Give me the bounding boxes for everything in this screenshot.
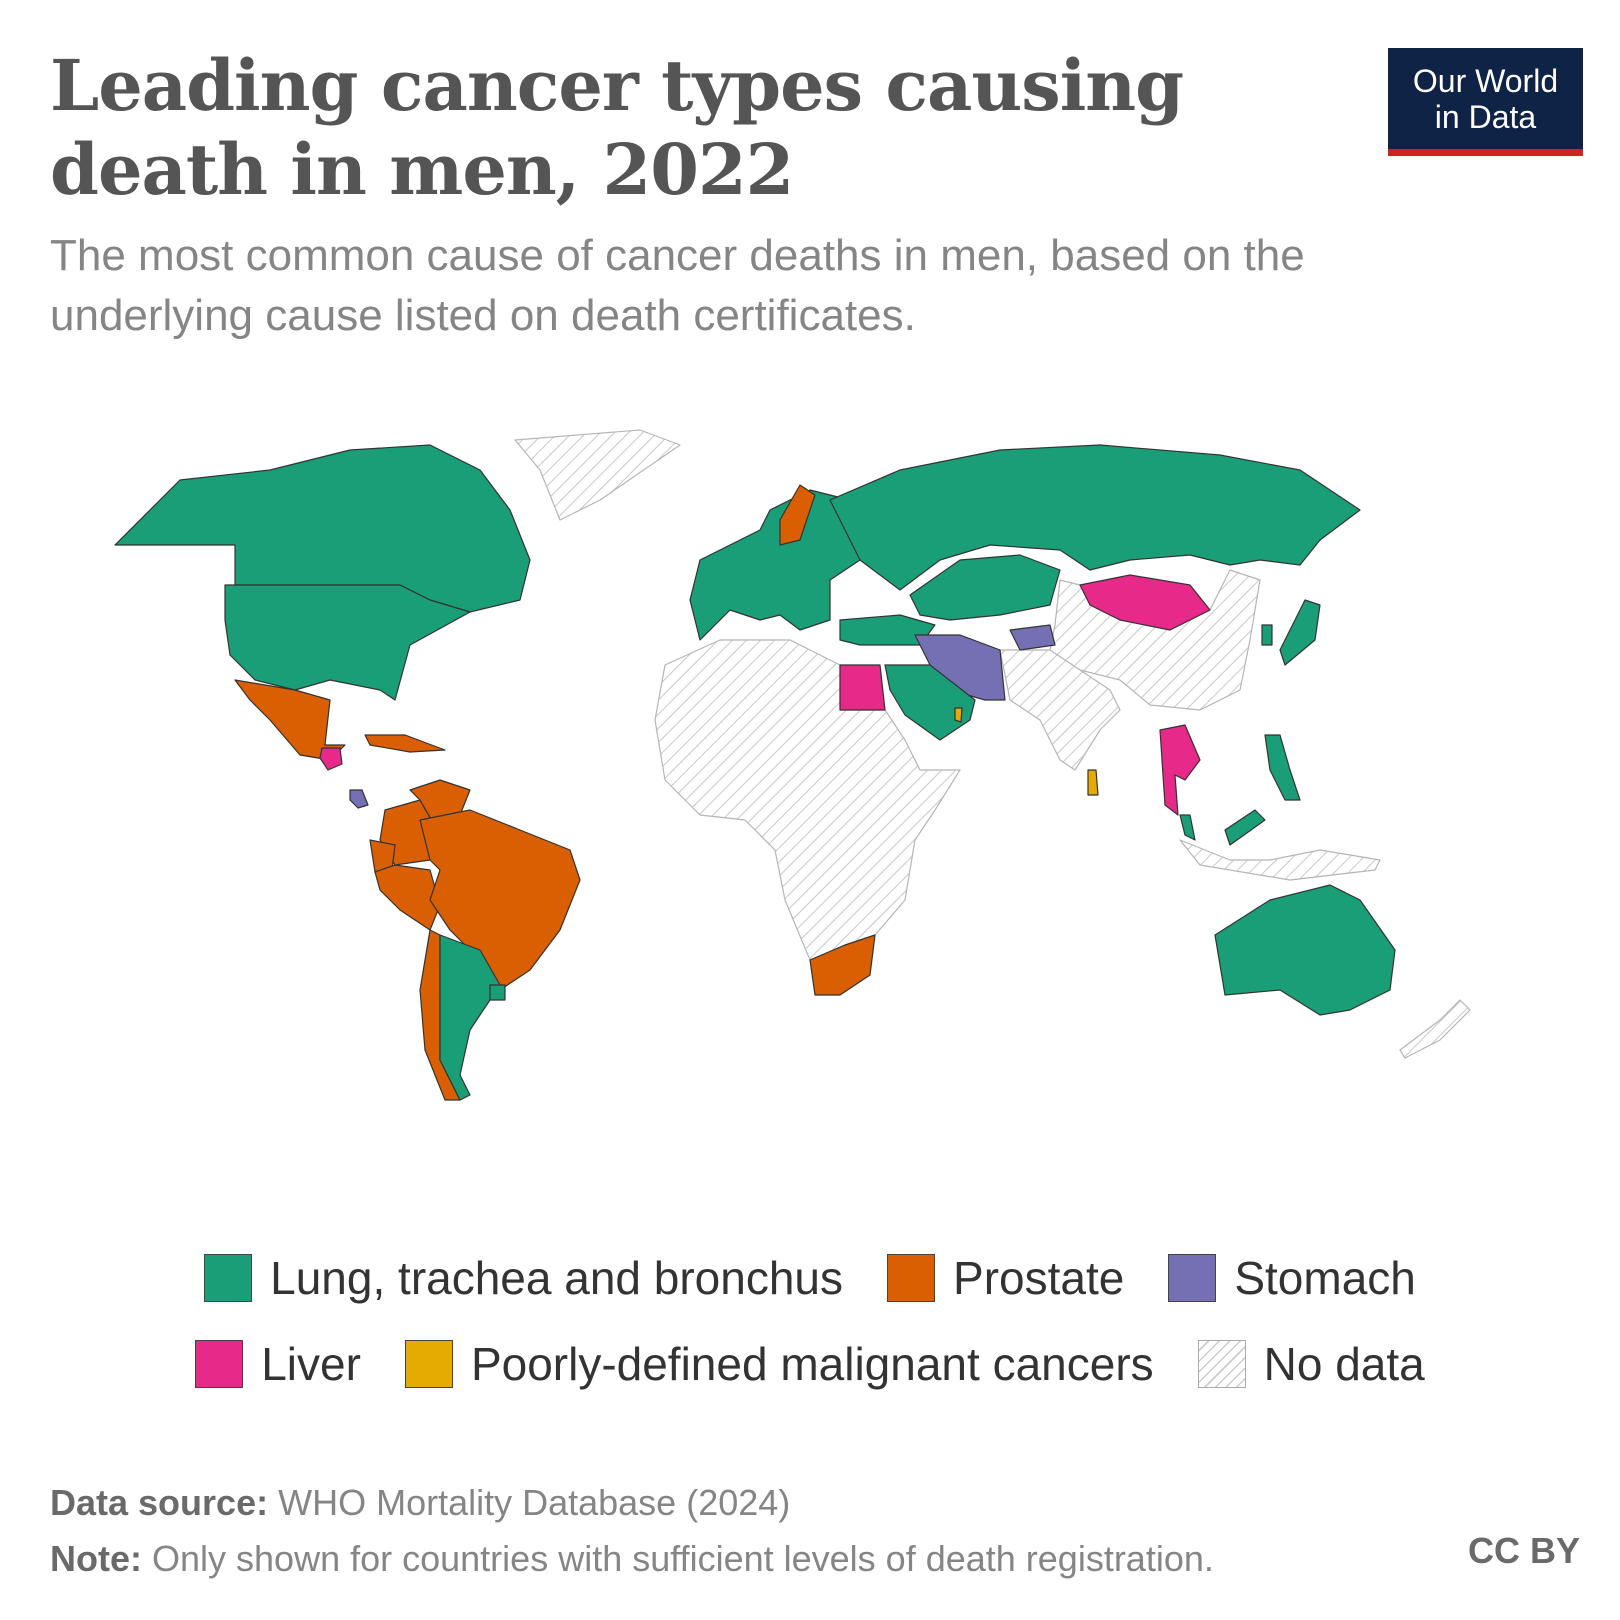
region-saudi-arabia[interactable] — [884, 664, 976, 741]
region-india[interactable] — [999, 649, 1121, 771]
legend-label-prostate: Prostate — [953, 1252, 1125, 1304]
region-guatemala[interactable] — [319, 747, 343, 771]
legend-item-poorly-defined[interactable]: Poorly-defined malignant cancers — [404, 1337, 1154, 1391]
region-malaysia[interactable] — [1179, 809, 1266, 846]
license-label[interactable]: CC BY — [1467, 1530, 1580, 1571]
region-thailand[interactable] — [1159, 724, 1201, 816]
legend-swatch-liver — [195, 1340, 244, 1388]
legend-swatch-prostate — [887, 1254, 936, 1302]
data-source-text[interactable]: WHO Mortality Database (2024) — [278, 1482, 791, 1523]
region-united-states[interactable] — [224, 584, 471, 701]
legend-item-no-data[interactable]: No data — [1197, 1337, 1425, 1391]
data-source: Data source: WHO Mortality Database (202… — [50, 1482, 790, 1524]
region-greenland[interactable] — [514, 429, 681, 521]
legend-item-stomach[interactable]: Stomach — [1168, 1251, 1416, 1305]
note-label: Note: — [50, 1538, 142, 1579]
legend-label-stomach: Stomach — [1234, 1252, 1416, 1304]
legend-row-2: Liver Poorly-defined malignant cancers N… — [0, 1321, 1620, 1407]
region-philippines[interactable] — [1264, 734, 1301, 801]
region-kazakhstan[interactable] — [909, 554, 1061, 621]
legend-label-no-data: No data — [1263, 1338, 1425, 1390]
legend-row-1: Lung, trachea and bronchus Prostate Stom… — [0, 1235, 1620, 1321]
region-sweden[interactable] — [779, 484, 816, 546]
region-australia[interactable] — [1214, 884, 1396, 1016]
logo-line-1: Our World — [1412, 62, 1559, 99]
note: Note: Only shown for countries with suff… — [50, 1538, 1214, 1580]
logo-line-2: in Data — [1434, 98, 1537, 135]
chart-subtitle: The most common cause of cancer deaths i… — [50, 231, 1305, 340]
region-new-zealand[interactable] — [1399, 999, 1471, 1059]
region-qatar[interactable] — [954, 707, 963, 723]
region-europe[interactable] — [689, 489, 861, 641]
region-south-africa[interactable] — [809, 934, 876, 996]
region-brazil[interactable] — [419, 809, 581, 991]
region-costa-rica[interactable] — [349, 789, 369, 809]
legend-swatch-stomach — [1168, 1254, 1217, 1302]
legend-label-lung: Lung, trachea and bronchus — [270, 1252, 844, 1304]
region-egypt[interactable] — [839, 664, 886, 711]
region-mongolia[interactable] — [1079, 574, 1211, 631]
data-source-label: Data source: — [50, 1482, 269, 1523]
region-argentina[interactable] — [439, 934, 501, 1101]
legend-label-poorly-defined: Poorly-defined malignant cancers — [470, 1338, 1154, 1390]
region-japan[interactable] — [1279, 599, 1321, 666]
legend-swatch-lung — [204, 1254, 253, 1302]
legend-item-liver[interactable]: Liver — [195, 1337, 361, 1391]
note-text: Only shown for countries with sufficient… — [152, 1538, 1214, 1579]
region-russia[interactable] — [829, 444, 1361, 591]
map-regions — [114, 429, 1471, 1101]
chart-title: Leading cancer types causing death in me… — [50, 44, 1184, 211]
owid-logo[interactable]: Our World in Data — [1388, 48, 1583, 156]
region-uruguay[interactable] — [489, 984, 506, 1001]
legend-label-liver: Liver — [261, 1338, 361, 1390]
world-map — [114, 429, 1471, 1101]
region-kyrgyzstan[interactable] — [1009, 624, 1056, 651]
region-cuba[interactable] — [364, 734, 446, 753]
legend-swatch-poorly-defined — [404, 1340, 453, 1388]
region-south-korea[interactable] — [1261, 624, 1273, 646]
legend: Lung, trachea and bronchus Prostate Stom… — [0, 1235, 1620, 1407]
region-peru[interactable] — [374, 864, 441, 931]
legend-item-lung[interactable]: Lung, trachea and bronchus — [204, 1251, 843, 1305]
legend-item-prostate[interactable]: Prostate — [887, 1251, 1124, 1305]
legend-swatch-no-data — [1197, 1340, 1246, 1388]
region-sri-lanka[interactable] — [1087, 769, 1099, 796]
region-indonesia[interactable] — [1179, 839, 1381, 881]
